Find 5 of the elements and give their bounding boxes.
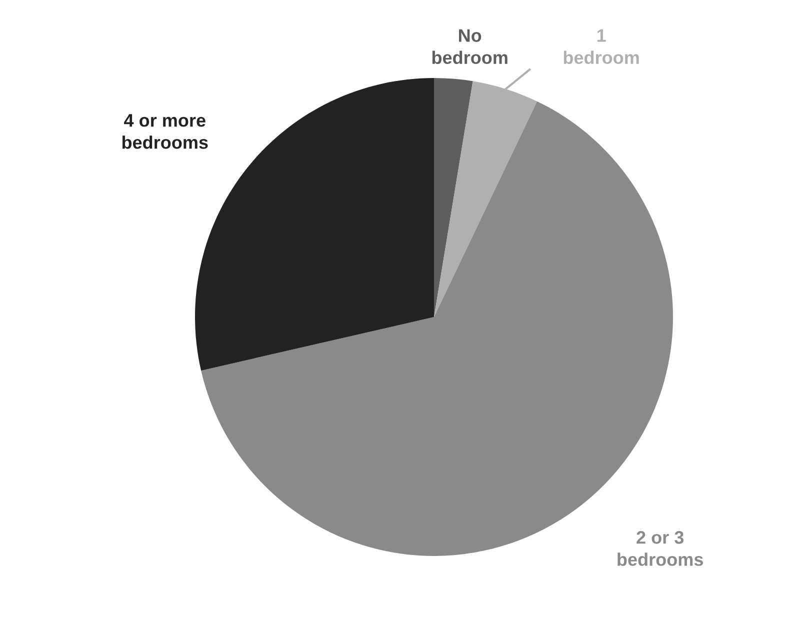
- slice-label: No bedroom: [432, 29, 508, 64]
- pie-slice: [434, 78, 473, 317]
- slice-label: 1 bedroom: [564, 29, 639, 64]
- slice-label: 2 or 3 bedrooms: [618, 531, 703, 566]
- slice-label: 4 or more bedrooms: [122, 114, 208, 149]
